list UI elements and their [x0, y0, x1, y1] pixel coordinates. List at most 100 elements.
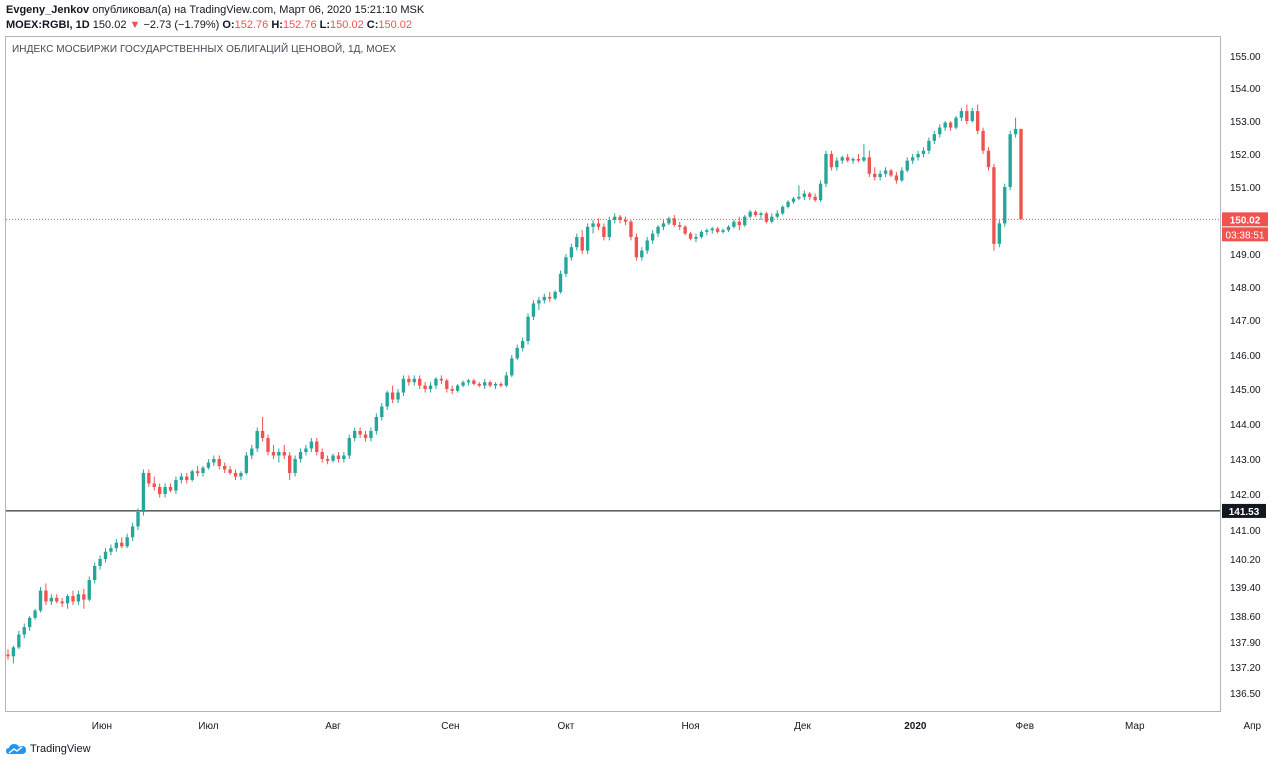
- candle-body[interactable]: [217, 459, 221, 466]
- candle-body[interactable]: [916, 154, 920, 158]
- candle-body[interactable]: [667, 218, 671, 224]
- candle-body[interactable]: [228, 469, 232, 474]
- candle-body[interactable]: [965, 111, 969, 121]
- candle-body[interactable]: [591, 223, 595, 227]
- candle-body[interactable]: [575, 237, 579, 248]
- candle-body[interactable]: [401, 378, 406, 393]
- candle-body[interactable]: [71, 596, 75, 602]
- candle-body[interactable]: [683, 226, 687, 234]
- candle-body[interactable]: [981, 130, 985, 151]
- candle-body[interactable]: [564, 257, 568, 274]
- candle-body[interactable]: [315, 441, 319, 453]
- candle-body[interactable]: [759, 213, 763, 216]
- candle-body[interactable]: [580, 237, 584, 251]
- candle-body[interactable]: [954, 117, 958, 128]
- candle-body[interactable]: [613, 216, 617, 220]
- candle-body[interactable]: [358, 431, 362, 435]
- candle-body[interactable]: [185, 476, 189, 481]
- candle-body[interactable]: [959, 111, 964, 118]
- candle-body[interactable]: [201, 467, 205, 473]
- candle-body[interactable]: [223, 466, 227, 470]
- candle-body[interactable]: [845, 157, 850, 161]
- candle-body[interactable]: [125, 537, 129, 547]
- candle-body[interactable]: [152, 483, 156, 488]
- candle-body[interactable]: [130, 526, 135, 538]
- candle-body[interactable]: [309, 441, 314, 449]
- candle-body[interactable]: [640, 250, 644, 258]
- candle-body[interactable]: [33, 610, 37, 618]
- candle-body[interactable]: [55, 597, 59, 602]
- candle-body[interactable]: [320, 452, 324, 459]
- candle-body[interactable]: [27, 617, 32, 628]
- candle-body[interactable]: [764, 213, 769, 222]
- candle-body[interactable]: [141, 473, 146, 512]
- candle-body[interactable]: [813, 196, 817, 201]
- candle-body[interactable]: [17, 634, 21, 648]
- candle-body[interactable]: [255, 431, 259, 449]
- candle-body[interactable]: [1013, 128, 1018, 135]
- candle-body[interactable]: [493, 383, 498, 386]
- candle-body[interactable]: [558, 273, 563, 292]
- candle-body[interactable]: [136, 512, 140, 527]
- candle-body[interactable]: [970, 111, 974, 121]
- candle-body[interactable]: [6, 654, 10, 657]
- candle-body[interactable]: [694, 237, 698, 239]
- symbol-label[interactable]: MOEX:RGBI, 1D: [6, 19, 90, 31]
- candle-body[interactable]: [179, 476, 184, 481]
- candle-body[interactable]: [49, 597, 54, 602]
- candle-body[interactable]: [331, 455, 335, 461]
- candle-body[interactable]: [948, 122, 953, 128]
- candle-body[interactable]: [531, 303, 536, 317]
- candle-body[interactable]: [239, 473, 243, 477]
- candle-body[interactable]: [721, 230, 725, 232]
- candle-body[interactable]: [488, 382, 492, 386]
- candle-body[interactable]: [699, 231, 704, 237]
- candle-body[interactable]: [504, 375, 509, 386]
- candle-body[interactable]: [190, 471, 194, 480]
- candle-body[interactable]: [1003, 187, 1007, 224]
- candle-body[interactable]: [195, 471, 200, 473]
- candle-body[interactable]: [943, 122, 947, 128]
- candle-body[interactable]: [1019, 128, 1023, 220]
- candle-body[interactable]: [780, 206, 785, 214]
- candle-body[interactable]: [288, 455, 292, 474]
- candle-body[interactable]: [206, 462, 211, 468]
- candle-body[interactable]: [585, 226, 590, 251]
- candle-body[interactable]: [808, 193, 812, 197]
- candle-body[interactable]: [900, 170, 904, 181]
- candle-body[interactable]: [65, 596, 70, 604]
- candle-body[interactable]: [477, 383, 481, 386]
- candle-body[interactable]: [450, 389, 454, 391]
- candle-body[interactable]: [650, 233, 655, 241]
- candle-body[interactable]: [743, 216, 747, 226]
- candle-body[interactable]: [569, 247, 574, 258]
- candle-body[interactable]: [905, 160, 909, 171]
- candle-body[interactable]: [407, 378, 411, 383]
- candle-body[interactable]: [715, 228, 720, 232]
- candle-body[interactable]: [596, 223, 601, 227]
- candle-body[interactable]: [455, 385, 460, 391]
- candle-body[interactable]: [791, 198, 796, 202]
- candle-body[interactable]: [483, 382, 487, 386]
- candle-body[interactable]: [103, 551, 108, 559]
- candle-body[interactable]: [499, 383, 503, 386]
- candle-body[interactable]: [645, 240, 649, 251]
- candle-body[interactable]: [233, 473, 238, 477]
- candle-body[interactable]: [835, 160, 839, 168]
- candle-body[interactable]: [374, 417, 379, 431]
- candle-body[interactable]: [786, 201, 790, 207]
- candle-body[interactable]: [390, 392, 395, 400]
- candle-body[interactable]: [109, 548, 113, 552]
- candle-body[interactable]: [851, 158, 855, 161]
- candle-body[interactable]: [157, 487, 162, 494]
- candle-body[interactable]: [520, 341, 525, 348]
- candle-body[interactable]: [542, 296, 546, 301]
- candle-body[interactable]: [336, 455, 341, 460]
- candle-body[interactable]: [921, 150, 926, 154]
- candle-body[interactable]: [748, 211, 752, 217]
- candle-body[interactable]: [526, 316, 530, 341]
- candle-body[interactable]: [1008, 134, 1012, 187]
- candle-body[interactable]: [997, 223, 1002, 244]
- candle-body[interactable]: [607, 220, 611, 237]
- candle-body[interactable]: [515, 348, 519, 359]
